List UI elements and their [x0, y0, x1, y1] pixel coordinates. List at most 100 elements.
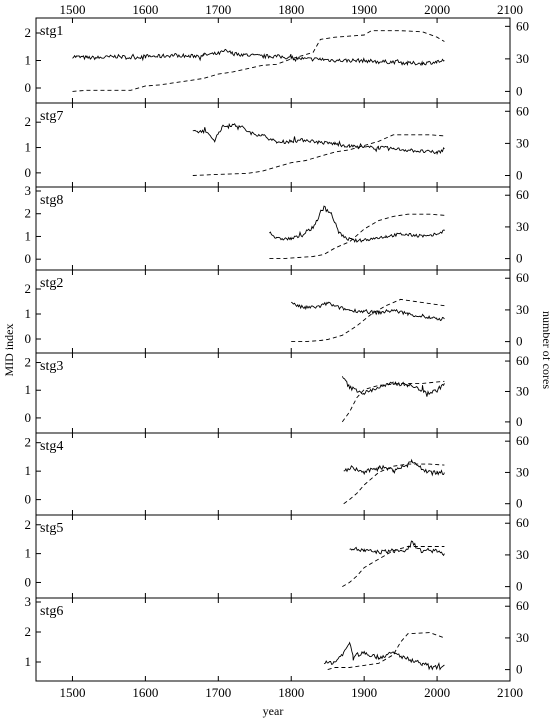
y-tick-label-right: 30 — [516, 464, 529, 479]
panel-stg1: 0 1 2 0 30 60 stg1 — [25, 17, 529, 104]
series-number-of-cores — [269, 213, 445, 260]
panel-stg5: 0 1 2 0 30 60 stg5 — [25, 514, 529, 599]
panel-frame — [35, 269, 511, 354]
y-tick-label-left: 2 — [25, 206, 32, 221]
panel-frame — [35, 432, 511, 516]
panel-label: stg4 — [40, 439, 63, 454]
series-number-of-cores — [342, 546, 445, 587]
y-tick-label-right: 30 — [516, 135, 529, 150]
x-tick-label-top: 1900 — [351, 2, 377, 17]
series-mid-index — [349, 540, 445, 557]
y-tick-label-left: 1 — [25, 228, 32, 243]
y-tick-label-left: 0 — [25, 410, 32, 425]
x-tick-label-bottom: 1500 — [59, 685, 85, 700]
y-tick-label-left: 0 — [25, 80, 32, 95]
panels: 01203060stg101203060stg7012303060stg8012… — [25, 2, 530, 700]
y-tick-label-right: 60 — [516, 187, 529, 202]
panel-label: stg7 — [40, 109, 63, 124]
panel-frame — [35, 17, 511, 104]
x-tick-label-top: 2100 — [497, 2, 523, 17]
y-tick-label-left: 2 — [25, 435, 32, 450]
y-tick-label-left: 1 — [25, 53, 32, 68]
panel-frame — [35, 102, 511, 188]
y-tick-label-right: 30 — [516, 630, 529, 645]
panel-frame — [35, 186, 511, 271]
series-number-of-cores — [327, 632, 445, 671]
x-tick-label-bottom: 1800 — [278, 685, 304, 700]
panel-label: stg6 — [40, 604, 63, 619]
panel-frame — [35, 597, 511, 682]
y-tick-label-left: 2 — [25, 25, 32, 40]
y-tick-label-right: 0 — [516, 83, 523, 98]
series-number-of-cores — [341, 380, 445, 423]
panel-label: stg5 — [40, 521, 63, 536]
series-mid-index — [323, 641, 445, 671]
y-axis-label-right: number of cores — [540, 311, 550, 389]
y-tick-label-left: 1 — [25, 382, 32, 397]
series-number-of-cores — [72, 30, 445, 92]
x-tick-label-bottom: 1900 — [351, 685, 377, 700]
y-tick-label-left: 0 — [25, 165, 32, 180]
y-tick-label-right: 60 — [516, 515, 529, 530]
series-number-of-cores — [291, 298, 445, 343]
y-tick-label-left: 1 — [25, 546, 32, 561]
y-tick-label-left: 2 — [25, 624, 32, 639]
x-axis-label: year — [263, 704, 284, 718]
y-tick-label-right: 30 — [516, 383, 529, 398]
panel-label: stg1 — [40, 24, 63, 39]
panel-label: stg8 — [40, 193, 63, 208]
x-tick-label-bottom: 2100 — [497, 685, 523, 700]
y-tick-label-left: 1 — [25, 654, 32, 669]
y-tick-label-right: 0 — [516, 662, 523, 677]
y-tick-label-right: 30 — [516, 51, 529, 66]
series-mid-index — [290, 301, 445, 322]
x-tick-label-top: 1700 — [205, 2, 231, 17]
series-mid-index — [192, 122, 445, 156]
y-tick-label-right: 0 — [516, 251, 523, 266]
y-tick-label-right: 30 — [516, 219, 529, 234]
y-tick-label-left: 2 — [25, 355, 32, 370]
panel-stg4: 0 1 2 0 30 60 stg4 — [25, 432, 529, 516]
x-tick-label-top: 1500 — [59, 2, 85, 17]
y-tick-label-left: 1 — [25, 140, 32, 155]
y-tick-label-left: 0 — [25, 331, 32, 346]
series-mid-index — [72, 48, 445, 67]
y-tick-label-right: 60 — [516, 103, 529, 118]
x-tick-label-top: 1600 — [132, 2, 158, 17]
panel-stg7: 0 1 2 0 30 60 stg7 — [25, 102, 529, 188]
y-tick-label-right: 60 — [516, 270, 529, 285]
y-tick-label-left: 1 — [25, 306, 32, 321]
y-tick-label-left: 1 — [25, 463, 32, 478]
y-tick-label-right: 60 — [516, 598, 529, 613]
y-tick-label-right: 0 — [516, 168, 523, 183]
panel-stg3: 0 1 2 0 30 60 stg3 — [25, 352, 529, 434]
y-tick-label-left: 2 — [25, 281, 32, 296]
series-mid-index — [269, 205, 445, 243]
y-tick-label-left: 2 — [25, 517, 32, 532]
x-tick-label-bottom: 2000 — [424, 685, 450, 700]
series-number-of-cores — [192, 134, 445, 176]
y-tick-label-right: 0 — [516, 334, 523, 349]
y-tick-label-right: 30 — [516, 302, 529, 317]
y-tick-label-left: 2 — [25, 114, 32, 129]
series-mid-index — [341, 376, 445, 397]
y-axis-label-left: MID index — [2, 324, 16, 377]
x-tick-label-top: 2000 — [424, 2, 450, 17]
y-tick-label-right: 60 — [516, 433, 529, 448]
y-tick-label-right: 0 — [516, 414, 523, 429]
y-tick-label-right: 30 — [516, 547, 529, 562]
y-tick-label-right: 60 — [516, 353, 529, 368]
series-number-of-cores — [343, 463, 445, 505]
y-tick-label-left: 0 — [25, 574, 32, 589]
panel-stg2: 0 1 2 0 30 60 stg2 — [25, 269, 529, 354]
x-tick-label-bottom: 1700 — [205, 685, 231, 700]
panel-frame — [35, 514, 511, 599]
panel-frame — [35, 352, 511, 434]
panel-label: stg2 — [40, 276, 63, 291]
series-mid-index — [343, 458, 445, 477]
y-tick-label-left: 0 — [25, 492, 32, 507]
y-tick-label-left: 3 — [25, 183, 32, 198]
